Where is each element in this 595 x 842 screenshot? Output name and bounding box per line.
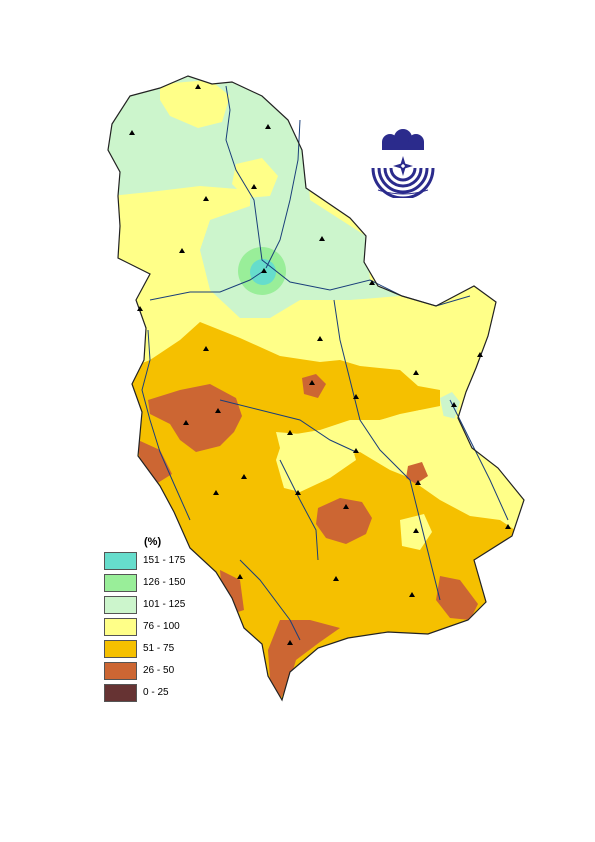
legend-item: 151 - 175 — [104, 552, 214, 572]
station-marker — [317, 336, 323, 341]
legend-label: 126 - 150 — [143, 577, 186, 588]
station-marker — [129, 130, 135, 135]
legend-item: 51 - 75 — [104, 640, 214, 660]
legend-swatch — [104, 662, 137, 680]
weather-stations — [129, 84, 511, 645]
river-lim — [239, 559, 301, 641]
legend-label: 51 - 75 — [143, 643, 175, 654]
river-ibar — [279, 459, 319, 561]
legend-item: 126 - 150 — [104, 574, 214, 594]
zone-76-100-centre-patch — [232, 158, 278, 198]
station-marker — [203, 346, 209, 351]
legend-swatch — [104, 618, 137, 636]
legend-item: 0 - 25 — [104, 684, 214, 704]
zone-101-125-east-patch — [440, 392, 460, 420]
station-marker — [409, 592, 415, 597]
station-marker — [295, 490, 301, 495]
station-marker — [343, 504, 349, 509]
station-marker — [287, 640, 293, 645]
station-marker — [251, 184, 257, 189]
station-marker — [353, 394, 359, 399]
station-marker — [451, 402, 457, 407]
zone-26-50-west — [148, 384, 242, 452]
station-marker — [413, 528, 419, 533]
zone-76-100-east-patch — [380, 410, 520, 520]
zone-26-50-kopaonik — [316, 498, 372, 544]
river-velika-morava — [333, 299, 411, 481]
station-marker — [413, 370, 419, 375]
river-zapadna-morava — [219, 399, 357, 453]
zone-26-50-east-small — [406, 462, 428, 484]
station-marker — [213, 490, 219, 495]
river-juzna-morava — [409, 479, 441, 601]
legend-swatch — [104, 552, 137, 570]
legend-swatch — [104, 684, 137, 702]
legend-item: 101 - 125 — [104, 596, 214, 616]
zone-76-100-north-patch — [160, 80, 230, 128]
station-marker — [333, 576, 339, 581]
station-marker — [261, 268, 267, 273]
legend-label: 76 - 100 — [143, 621, 180, 632]
station-marker — [415, 480, 421, 485]
zone-26-50-southeast — [436, 576, 478, 620]
station-marker — [477, 352, 483, 357]
legend-label: 26 - 50 — [143, 665, 175, 676]
legend-item: 26 - 50 — [104, 662, 214, 682]
station-marker — [137, 306, 143, 311]
zone-76-100-central-patch — [276, 430, 356, 492]
river-sava — [149, 271, 263, 301]
legend-title: (%) — [144, 536, 162, 548]
zone-26-50-south — [268, 620, 340, 700]
station-marker — [183, 420, 189, 425]
legend-label: 101 - 125 — [143, 599, 186, 610]
station-marker — [237, 574, 243, 579]
river-drina — [141, 329, 191, 521]
station-marker — [287, 430, 293, 435]
station-marker — [215, 408, 221, 413]
hydrometeorological-service-emblem-icon — [371, 129, 435, 198]
legend-label: 0 - 25 — [143, 687, 169, 698]
station-marker — [369, 280, 375, 285]
station-marker — [319, 236, 325, 241]
station-marker — [241, 474, 247, 479]
station-marker — [505, 524, 511, 529]
station-marker — [203, 196, 209, 201]
legend-label: 151 - 175 — [143, 555, 186, 566]
station-marker — [309, 380, 315, 385]
station-marker — [179, 248, 185, 253]
country-border — [107, 75, 525, 702]
river-timok — [449, 399, 509, 521]
station-marker — [265, 124, 271, 129]
station-marker — [195, 84, 201, 89]
river-tisa — [265, 119, 301, 269]
station-marker — [353, 448, 359, 453]
zone-26-50-centre — [302, 374, 326, 398]
legend-swatch — [104, 596, 137, 614]
legend-swatch — [104, 574, 137, 592]
legend-item: 76 - 100 — [104, 618, 214, 638]
legend-swatch — [104, 640, 137, 658]
